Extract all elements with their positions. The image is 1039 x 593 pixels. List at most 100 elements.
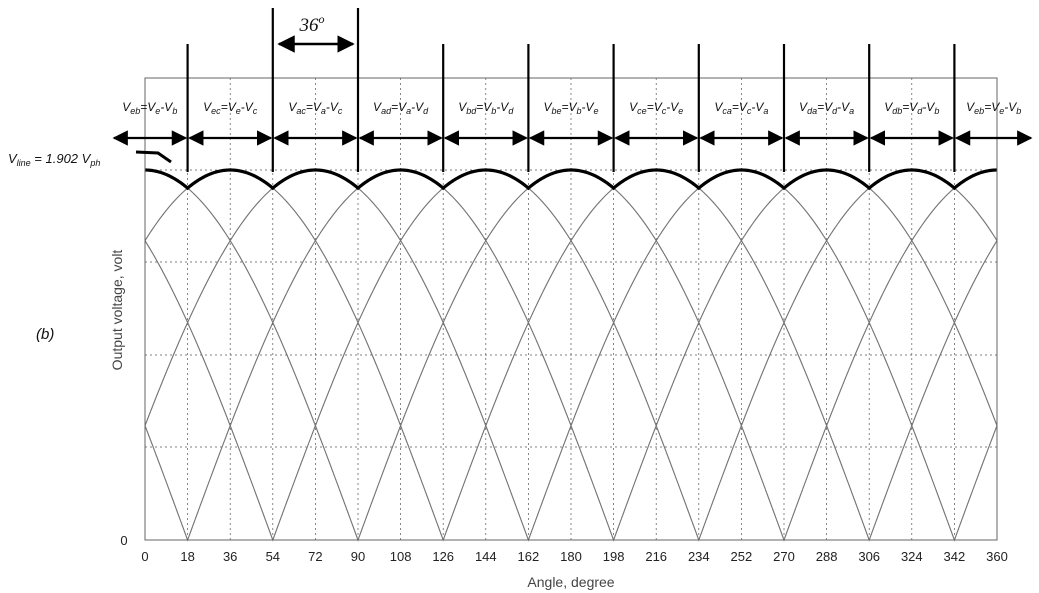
segment-label-part: =V xyxy=(306,100,322,114)
segment-label-sub: db xyxy=(892,106,902,116)
segment-label: Vad=Va-Vd xyxy=(373,100,429,116)
panel-label: (b) xyxy=(36,326,54,343)
segment-label-sub: c xyxy=(662,106,667,116)
segment-label-sub: a xyxy=(763,106,768,116)
plot-frame xyxy=(144,77,998,541)
segment-label-sub: eb xyxy=(974,106,984,116)
segment-label-sub: d xyxy=(508,106,514,116)
x-tick-label: 108 xyxy=(390,549,412,564)
x-tick-label: 216 xyxy=(645,549,667,564)
segment-label-part: V xyxy=(203,100,212,114)
x-tick-label: 360 xyxy=(986,549,1008,564)
segment-label: Veb=Ve-Vb xyxy=(122,100,177,116)
envelope-line xyxy=(144,168,998,191)
segment-label-sub: b xyxy=(172,106,177,116)
envelope-curve xyxy=(144,168,998,191)
segment-label-part: -V xyxy=(326,100,339,114)
x-tick-label: 18 xyxy=(180,549,194,564)
x-tick-label: 144 xyxy=(475,549,497,564)
x-tick-label: 0 xyxy=(141,549,148,564)
segment-label-sub: bd xyxy=(466,106,477,116)
segment-label-part: =V xyxy=(391,100,407,114)
segment-label: Vbd=Vb-Vd xyxy=(458,100,514,116)
segment-label-sub: a xyxy=(321,106,326,116)
segment-label-part: -V xyxy=(666,100,679,114)
segment-label-part: -V xyxy=(496,100,509,114)
segment-label-part: -V xyxy=(241,100,254,114)
segment-label-sub: b xyxy=(1016,106,1021,116)
segment-label-part: -V xyxy=(922,100,935,114)
segment-label-part: =V xyxy=(221,100,237,114)
segment-label-sub: c xyxy=(338,106,343,116)
segment-label-part: V xyxy=(629,100,638,114)
x-tick-label: 126 xyxy=(432,549,454,564)
segment-label-sub: b xyxy=(577,106,582,116)
segment-label-part: V xyxy=(458,100,467,114)
segment-label-part: V xyxy=(799,100,808,114)
segment-label-sub: be xyxy=(551,106,561,116)
interval-annotation: 36o xyxy=(277,12,355,53)
segment-label-sub: e xyxy=(999,106,1004,116)
segment-label-sub: da xyxy=(807,106,817,116)
segment-label-part: V xyxy=(884,100,893,114)
segment-label-sub: ad xyxy=(381,106,392,116)
x-tick-label: 90 xyxy=(351,549,365,564)
segment-label-part: -V xyxy=(837,100,850,114)
x-tick-label: 36 xyxy=(223,549,237,564)
segment-label-part: V xyxy=(122,100,131,114)
x-tick-label: 234 xyxy=(688,549,710,564)
envelope-label-middle: = 1.902 V xyxy=(31,151,92,166)
segment-label-sub: ac xyxy=(296,106,306,116)
segment-label-part: -V xyxy=(411,100,424,114)
segment-label-sub: a xyxy=(849,106,854,116)
segment-label-part: -V xyxy=(160,100,173,114)
segment-label: Vec=Ve-Vc xyxy=(203,100,258,116)
x-tick-label: 288 xyxy=(816,549,838,564)
x-tick-label: 180 xyxy=(560,549,582,564)
x-tick-label: 270 xyxy=(773,549,795,564)
segment-label-sub: ce xyxy=(637,106,647,116)
y-axis-label: Output voltage, volt xyxy=(109,250,125,371)
segment-label-part: V xyxy=(373,100,382,114)
segment-label-sub: e xyxy=(236,106,241,116)
segment-label-part: -V xyxy=(582,100,595,114)
segment-label-sub: ec xyxy=(211,106,221,116)
envelope-label-sub2: ph xyxy=(89,158,100,168)
segment-label-sub: b xyxy=(934,106,939,116)
segment-label-part: V xyxy=(714,100,723,114)
segment-label-sub: c xyxy=(747,106,752,116)
segment-label-sub: a xyxy=(406,106,411,116)
segment-label-part: V xyxy=(543,100,552,114)
y-tick-label-0: 0 xyxy=(120,533,127,548)
x-tick-label: 252 xyxy=(731,549,753,564)
x-tick-label: 306 xyxy=(858,549,880,564)
x-tick-label: 198 xyxy=(603,549,625,564)
segment-label-part: =V xyxy=(561,100,577,114)
segment-label-part: -V xyxy=(751,100,764,114)
interval-label-sup: o xyxy=(319,12,325,26)
x-tick-label: 342 xyxy=(944,549,966,564)
envelope-label-main: V xyxy=(8,151,18,166)
segment-label-sub: d xyxy=(423,106,429,116)
segment-label-sub: e xyxy=(594,106,599,116)
envelope-label-pointer xyxy=(135,150,172,164)
segment-label: Veb=Ve-Vb xyxy=(966,100,1021,116)
segment-labels: Veb=Ve-Vb Vec=Ve-Vc Vac=Va-Vc Vad=Va-Vd Vbd=… xyxy=(112,100,1033,146)
envelope-label-sub1: line xyxy=(17,158,31,168)
segment-label-sub: d xyxy=(832,106,838,116)
segment-label-part: V xyxy=(966,100,975,114)
x-tick-labels: 0 18 36 54 72 90 108 126 144 162 180 198 216 234 252 27… xyxy=(141,549,1007,564)
segment-label-part: =V xyxy=(817,100,833,114)
x-tick-label: 162 xyxy=(518,549,540,564)
envelope-label: Vline = 1.902 Vph xyxy=(8,151,100,168)
segment-label-part: =V xyxy=(476,100,492,114)
segment-label-sub: ca xyxy=(722,106,732,116)
segment-label-part: =V xyxy=(984,100,1000,114)
segment-label: Vce=Vc-Ve xyxy=(629,100,683,116)
segment-label-sub: e xyxy=(678,106,683,116)
segment-label: Vbe=Vb-Ve xyxy=(543,100,598,116)
segment-label-part: =V xyxy=(140,100,156,114)
segment-label-sub: b xyxy=(491,106,496,116)
interval-label-value: 36 xyxy=(299,15,320,36)
